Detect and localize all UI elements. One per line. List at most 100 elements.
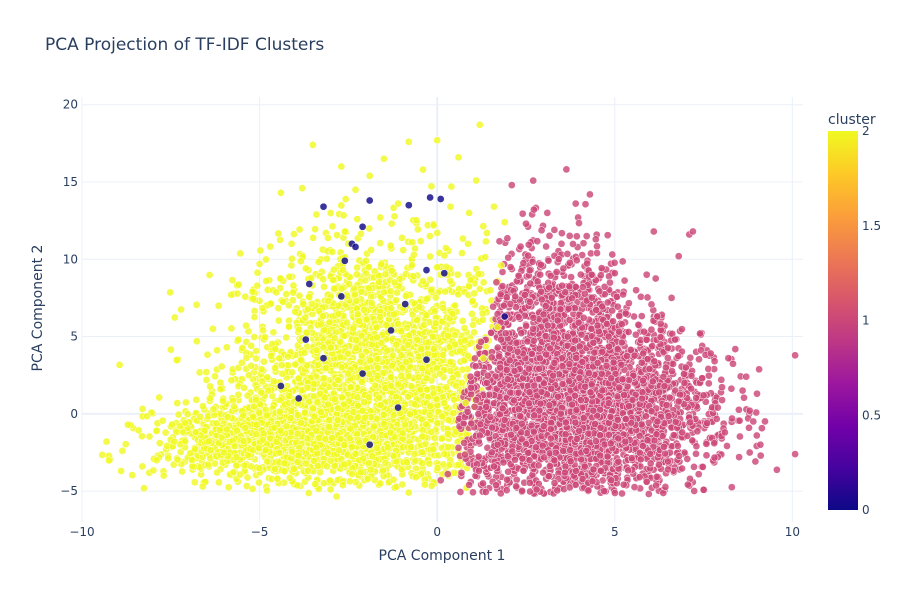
- yellow-point: [319, 312, 327, 320]
- yellow-point: [387, 304, 395, 313]
- yellow-point: [337, 363, 346, 372]
- yellow-point: [243, 473, 252, 482]
- yellow-point: [242, 321, 250, 330]
- yellow-point: [353, 215, 362, 223]
- yellow-point: [317, 408, 325, 417]
- yellow-point: [274, 304, 283, 313]
- yellow-point: [444, 331, 453, 340]
- yellow-point: [336, 353, 345, 361]
- yellow-point: [413, 316, 422, 325]
- yellow-point: [460, 336, 469, 345]
- yellow-point: [269, 328, 278, 337]
- yellow-point: [482, 237, 490, 246]
- yellow-point: [386, 428, 395, 437]
- yellow-point: [325, 423, 334, 431]
- yellow-point: [105, 456, 113, 465]
- yellow-point: [419, 277, 427, 285]
- yellow-point: [450, 395, 458, 404]
- yellow-point: [417, 415, 426, 424]
- yellow-point: [262, 277, 271, 285]
- yellow-point: [379, 419, 388, 428]
- yellow-point: [392, 296, 400, 305]
- yellow-point: [333, 231, 341, 239]
- yellow-point: [377, 260, 386, 269]
- yellow-point: [233, 426, 241, 435]
- yellow-point: [230, 402, 238, 411]
- yellow-point: [161, 428, 170, 437]
- yellow-point: [429, 445, 438, 454]
- yellow-point: [475, 285, 484, 293]
- yellow-point: [253, 268, 262, 277]
- pink-point: [702, 451, 711, 460]
- yellow-point: [433, 263, 441, 272]
- yellow-point: [448, 309, 457, 318]
- yellow-point: [203, 350, 212, 359]
- yellow-point: [359, 454, 368, 463]
- yellow-point: [239, 437, 248, 445]
- yellow-point: [458, 317, 467, 325]
- yellow-point: [379, 410, 388, 419]
- yellow-point: [285, 322, 293, 331]
- yellow-point: [425, 459, 434, 468]
- yellow-point: [392, 392, 401, 401]
- yellow-point: [331, 334, 339, 343]
- yellow-point: [410, 450, 419, 458]
- yellow-point: [322, 364, 331, 372]
- yellow-point: [418, 459, 427, 468]
- yellow-point: [304, 489, 313, 497]
- yellow-point: [375, 278, 383, 286]
- yellow-point: [145, 432, 154, 441]
- yellow-point: [300, 348, 309, 357]
- yellow-point: [328, 222, 337, 231]
- yellow-point: [312, 346, 321, 355]
- yellow-point: [202, 376, 211, 384]
- yellow-point: [353, 263, 361, 272]
- yellow-point: [285, 473, 294, 482]
- yellow-point: [303, 466, 312, 475]
- yellow-point: [344, 349, 352, 358]
- yellow-point: [421, 439, 430, 448]
- yellow-point: [320, 374, 329, 383]
- yellow-point: [290, 230, 298, 238]
- yellow-point: [219, 397, 227, 405]
- yellow-point: [418, 364, 427, 373]
- yellow-point: [444, 416, 453, 424]
- yellow-point: [341, 195, 350, 203]
- yellow-point: [294, 374, 303, 383]
- yellow-point: [397, 372, 406, 380]
- yellow-point: [423, 385, 431, 394]
- yellow-point: [190, 478, 199, 487]
- yellow-point: [346, 424, 355, 433]
- yellow-point: [252, 420, 261, 429]
- yellow-point: [223, 425, 231, 434]
- yellow-point: [365, 370, 373, 378]
- yellow-point: [439, 304, 447, 312]
- yellow-point: [397, 327, 405, 336]
- yellow-point: [368, 340, 376, 349]
- yellow-point: [470, 328, 478, 337]
- yellow-point: [451, 301, 459, 310]
- yellow-point: [254, 444, 263, 452]
- yellow-point: [241, 292, 250, 301]
- yellow-point: [438, 434, 446, 443]
- yellow-point: [375, 393, 384, 402]
- yellow-point: [356, 468, 365, 477]
- yellow-point: [229, 468, 238, 477]
- yellow-point: [276, 236, 284, 244]
- yellow-point: [214, 301, 223, 310]
- yellow-point: [407, 382, 416, 391]
- yellow-point: [326, 209, 335, 217]
- yellow-point: [263, 457, 272, 466]
- yellow-point: [227, 376, 236, 385]
- yellow-point: [387, 266, 396, 275]
- yellow-point: [401, 358, 410, 367]
- yellow-point: [236, 470, 244, 479]
- yellow-point: [452, 381, 460, 390]
- yellow-point: [183, 410, 192, 419]
- yellow-point: [310, 412, 319, 421]
- yellow-point: [352, 270, 361, 279]
- yellow-point: [428, 332, 437, 341]
- yellow-point: [115, 361, 124, 369]
- yellow-point: [357, 287, 366, 296]
